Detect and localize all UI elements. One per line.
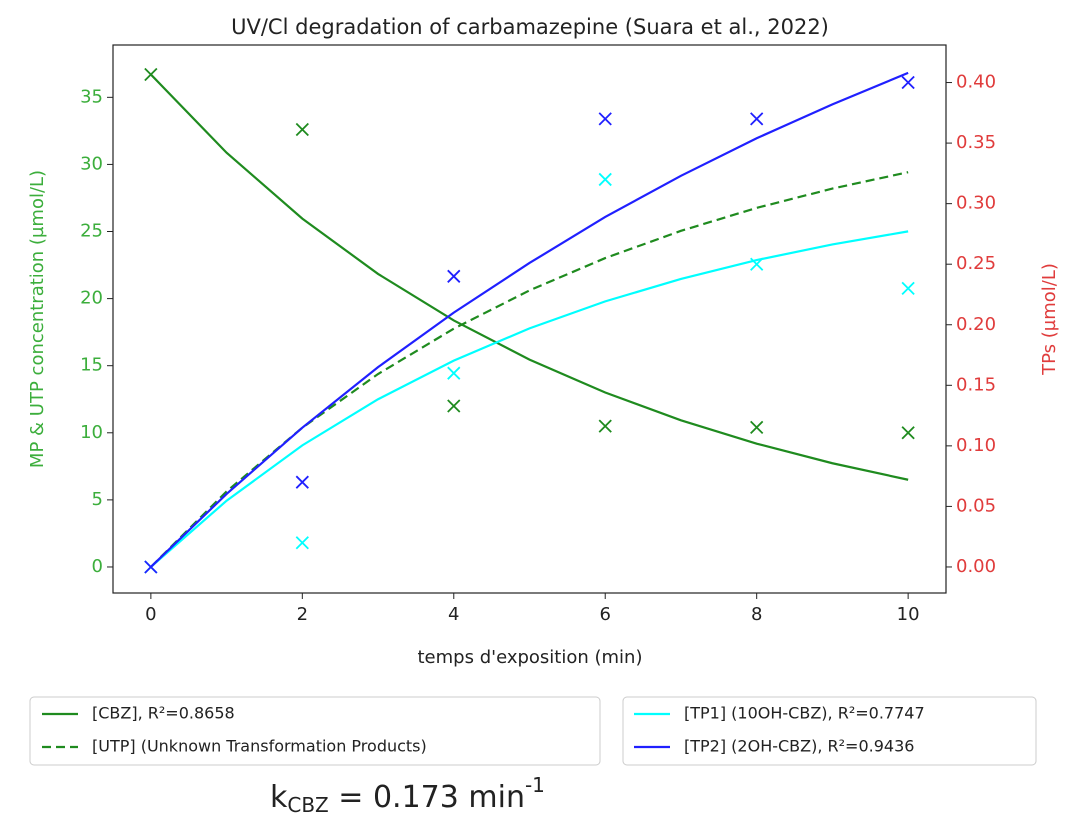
- legend-box: [622, 696, 1037, 766]
- y-tick-label: 25: [80, 221, 103, 242]
- measured-point: [750, 112, 764, 126]
- y-tick-label: 5: [92, 489, 103, 510]
- measured-point: [901, 281, 915, 296]
- measured-point: [598, 172, 612, 187]
- measured-point: [598, 419, 612, 433]
- x-tick-label: 2: [297, 604, 308, 625]
- legend-label: [TP2] (2OH-CBZ), R²=0.9436: [684, 737, 914, 756]
- fit-line: [150, 171, 909, 568]
- y2-tick-label: 0.15: [956, 374, 996, 395]
- y2-tick-label: 0.10: [956, 435, 996, 456]
- y2-tick-label: 0.05: [956, 495, 996, 516]
- x-axis-label: temps d'exposition (min): [418, 647, 643, 668]
- measured-point: [144, 67, 158, 82]
- legend-box: [29, 696, 601, 766]
- fit-line: [150, 71, 909, 568]
- y2-tick-label: 0.25: [956, 253, 996, 274]
- legend-label: [CBZ], R²=0.8658: [92, 704, 235, 723]
- y-axis-label: MP & UTP concentration (µmol/L): [27, 170, 48, 468]
- y-tick-label: 35: [80, 86, 103, 107]
- x-tick-label: 8: [751, 604, 762, 625]
- fit-line: [150, 73, 909, 481]
- x-tick-label: 4: [448, 604, 459, 625]
- x-tick-label: 6: [600, 604, 611, 625]
- fit-line: [150, 230, 909, 568]
- x-tick-label: 0: [145, 604, 156, 625]
- measured-point: [901, 75, 915, 90]
- y2-tick-label: 0.35: [956, 132, 996, 153]
- annotation-subscript: CBZ: [287, 793, 328, 817]
- y-tick-label: 15: [80, 355, 103, 376]
- annotation-rest: = 0.173 min: [329, 780, 525, 815]
- annotation-superscript: -1: [525, 773, 545, 797]
- y-tick-label: 10: [80, 422, 103, 443]
- y2-axis-label: TPs (µmol/L): [1039, 263, 1060, 376]
- plot-frame: [112, 44, 947, 594]
- y2-tick-label: 0.30: [956, 193, 996, 214]
- measured-point: [750, 257, 764, 271]
- y-tick-label: 30: [80, 153, 103, 174]
- annotation: kCBZ = 0.173 min-1: [270, 773, 545, 817]
- legend-label: [UTP] (Unknown Transformation Products): [92, 737, 427, 756]
- measured-point: [144, 560, 158, 574]
- measured-point: [447, 366, 461, 380]
- measured-point: [447, 269, 461, 283]
- legend-label: [TP1] (10OH-CBZ), R²=0.7747: [684, 704, 925, 723]
- x-tick-label: 10: [897, 604, 920, 625]
- annotation-text: k: [270, 780, 288, 815]
- y2-tick-label: 0.40: [956, 72, 996, 93]
- measured-point: [750, 420, 764, 435]
- chart-title: UV/Cl degradation of carbamazepine (Suar…: [231, 15, 829, 39]
- y-tick-label: 0: [92, 556, 103, 577]
- measured-point: [598, 112, 612, 126]
- measured-point: [901, 426, 915, 440]
- measured-point: [295, 536, 309, 550]
- measured-point: [295, 475, 309, 489]
- measured-point: [295, 122, 309, 137]
- y2-tick-label: 0.00: [956, 556, 996, 577]
- y2-tick-label: 0.20: [956, 314, 996, 335]
- measured-point: [447, 399, 461, 413]
- y-tick-label: 20: [80, 288, 103, 309]
